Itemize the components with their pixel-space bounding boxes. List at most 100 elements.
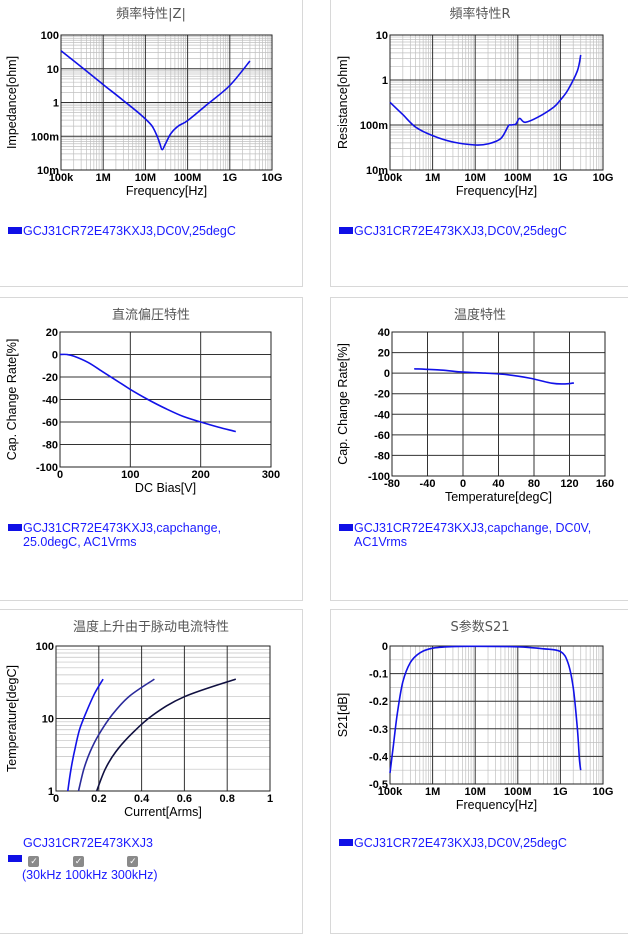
- y-tick-label: 100: [36, 641, 54, 653]
- x-tick-label: 1G: [553, 172, 568, 184]
- panel-dc-bias: 直流偏圧特性 0 100 200 300 -100 -80 -60 -40 -20 0 20 DC B…: [0, 297, 303, 601]
- chart-title: 直流偏圧特性: [111, 308, 190, 323]
- legend-label[interactable]: GCJ31CR72E473KXJ3,DC0V,25degC: [354, 224, 567, 238]
- y-tick-label: -20: [374, 389, 390, 401]
- legend-label-line-1[interactable]: GCJ31CR72E473KXJ3,capchange,: [23, 521, 222, 535]
- y-tick-label: 0: [52, 350, 58, 362]
- chart-title: 温度上升由于脉动电流特性: [72, 620, 229, 635]
- y-tick-label: 20: [378, 348, 390, 360]
- x-axis-label: Current[Arms]: [124, 805, 202, 819]
- x-tick-label: 100k: [378, 172, 403, 184]
- temperature-chart: -80 -40 0 40 80 120 160-100-80-60-40-2002040Te…: [336, 327, 614, 504]
- ripple-current-chart: 0 0.2 0.4 0.6 0.8 1 1 10 100 Current[Arms] Tempera…: [5, 641, 273, 819]
- x-tick-label: 1M: [425, 172, 440, 184]
- y-tick-label: -60: [374, 430, 390, 442]
- label-30khz[interactable]: 30kHz: [26, 868, 62, 882]
- legend-swatch: [8, 855, 22, 862]
- x-tick-label: 0.8: [220, 793, 235, 805]
- x-axis-label: Frequency[Hz]: [126, 184, 207, 198]
- resistance-chart: 100k 1M 10M 100M 1G 10G 10m 100m 1 10 Frequency[Hz…: [336, 30, 614, 198]
- dc-bias-chart: 0 100 200 300 -100 -80 -60 -40 -20 0 20 DC Bias[V] C…: [5, 327, 280, 495]
- y-axis-label: Temperature[degC]: [5, 665, 19, 772]
- y-tick-label: -100: [368, 471, 390, 483]
- y-tick-label: 10: [47, 64, 59, 76]
- series-line: [77, 678, 155, 792]
- legend-label-line-2[interactable]: 25.0degC, AC1Vrms: [23, 535, 137, 549]
- checkbox-300khz[interactable]: ✓: [127, 856, 139, 867]
- series-line: [95, 678, 237, 792]
- y-tick-label: 10: [42, 714, 54, 726]
- legend-label[interactable]: GCJ31CR72E473KXJ3,DC0V,25degC: [23, 224, 236, 238]
- x-axis-label: DC Bias[V]: [135, 481, 196, 495]
- y-tick-label: -80: [374, 450, 390, 462]
- x-tick-label: 0: [57, 469, 63, 481]
- chart-title: S参数S21: [450, 620, 510, 635]
- x-tick-label: 100M: [174, 172, 202, 184]
- legend: GCJ31CR72E473KXJ3,DC0V,25degC: [339, 836, 567, 850]
- y-tick-label: 10m: [37, 165, 59, 177]
- legend-label[interactable]: GCJ31CR72E473KXJ3,DC0V,25degC: [354, 836, 567, 850]
- y-tick-label: 1: [53, 98, 59, 110]
- x-tick-label: 10M: [464, 172, 485, 184]
- y-tick-label: 100m: [31, 131, 59, 143]
- x-tick-label: 10M: [135, 172, 156, 184]
- legend-label-line-1[interactable]: GCJ31CR72E473KXJ3,capchange, DC0V,: [354, 521, 592, 535]
- series-line: [60, 50, 251, 151]
- x-tick-label: 300: [262, 469, 280, 481]
- y-tick-label: -40: [42, 395, 58, 407]
- x-axis-label: Frequency[Hz]: [456, 184, 537, 198]
- panel-ripple-current: 温度上升由于脉动电流特性 0 0.2 0.4 0.6 0.8 1 1 10 100 Current…: [0, 609, 303, 934]
- y-axis-label: Cap. Change Rate[%]: [336, 343, 350, 465]
- chart-title: 頻率特性|Z|: [116, 7, 186, 22]
- x-tick-label: 10G: [593, 172, 614, 184]
- panel-resistance: 頻率特性R 100k 1M 10M 100M 1G 10G 10m 100m 1 10 Freque…: [330, 0, 628, 287]
- legend: GCJ31CR72E473KXJ3,capchange, DC0V, AC1Vr…: [339, 521, 591, 549]
- x-tick-label: -40: [420, 478, 436, 490]
- x-tick-label: 0.4: [134, 793, 150, 805]
- x-axis-label: Temperature[degC]: [445, 490, 552, 504]
- x-tick-label: 0: [460, 478, 466, 490]
- x-tick-label: 1M: [96, 172, 111, 184]
- x-tick-label: -80: [384, 478, 400, 490]
- x-axis-label: Frequency[Hz]: [456, 798, 537, 812]
- legend-label-line-2[interactable]: AC1Vrms: [354, 535, 408, 549]
- y-tick-label: 1: [48, 786, 54, 798]
- y-tick-label: 10: [376, 30, 388, 42]
- y-tick-label: 1: [382, 75, 388, 87]
- x-tick-label: 200: [191, 469, 209, 481]
- legend: GCJ31CR72E473KXJ3 ✓ ✓ ✓ (30kHz 100kHz 30…: [8, 835, 158, 883]
- y-tick-label: -0.2: [369, 696, 388, 708]
- y-tick-label: -0.1: [369, 669, 388, 681]
- y-tick-label: -0.4: [369, 751, 389, 763]
- y-tick-label: 100m: [360, 120, 388, 132]
- x-tick-label: 1M: [425, 786, 440, 798]
- series-line: [414, 368, 575, 385]
- x-tick-label: 160: [596, 478, 614, 490]
- y-tick-label: 40: [378, 327, 390, 339]
- y-axis-label: Impedance[ohm]: [5, 56, 19, 149]
- legend: GCJ31CR72E473KXJ3,capchange, 25.0degC, A…: [8, 521, 221, 549]
- y-axis-label: Cap. Change Rate[%]: [5, 339, 19, 461]
- chart-title: 温度特性: [453, 308, 506, 323]
- y-tick-label: -0.5: [369, 779, 388, 791]
- plot-frame: [55, 645, 271, 792]
- y-tick-label: 100: [41, 30, 59, 42]
- y-tick-label: -20: [42, 372, 58, 384]
- legend: GCJ31CR72E473KXJ3,DC0V,25degC: [339, 224, 567, 238]
- x-tick-label: 10G: [262, 172, 283, 184]
- y-tick-label: 0: [382, 641, 388, 653]
- y-tick-label: 20: [46, 327, 58, 339]
- x-tick-label: 0.6: [177, 793, 192, 805]
- legend: GCJ31CR72E473KXJ3,DC0V,25degC: [8, 224, 236, 238]
- x-tick-label: 0.2: [91, 793, 106, 805]
- checkbox-100khz[interactable]: ✓: [72, 856, 84, 867]
- label-300khz[interactable]: 300kHz): [110, 868, 158, 882]
- legend-swatch: [8, 227, 22, 234]
- checkbox-30khz[interactable]: ✓: [28, 856, 40, 867]
- plot-frame: [391, 331, 606, 477]
- x-tick-label: 100M: [504, 786, 532, 798]
- label-100khz[interactable]: 100kHz: [65, 868, 108, 882]
- x-tick-label: 100: [121, 469, 139, 481]
- x-tick-label: 10M: [464, 786, 485, 798]
- y-tick-label: -80: [42, 440, 58, 452]
